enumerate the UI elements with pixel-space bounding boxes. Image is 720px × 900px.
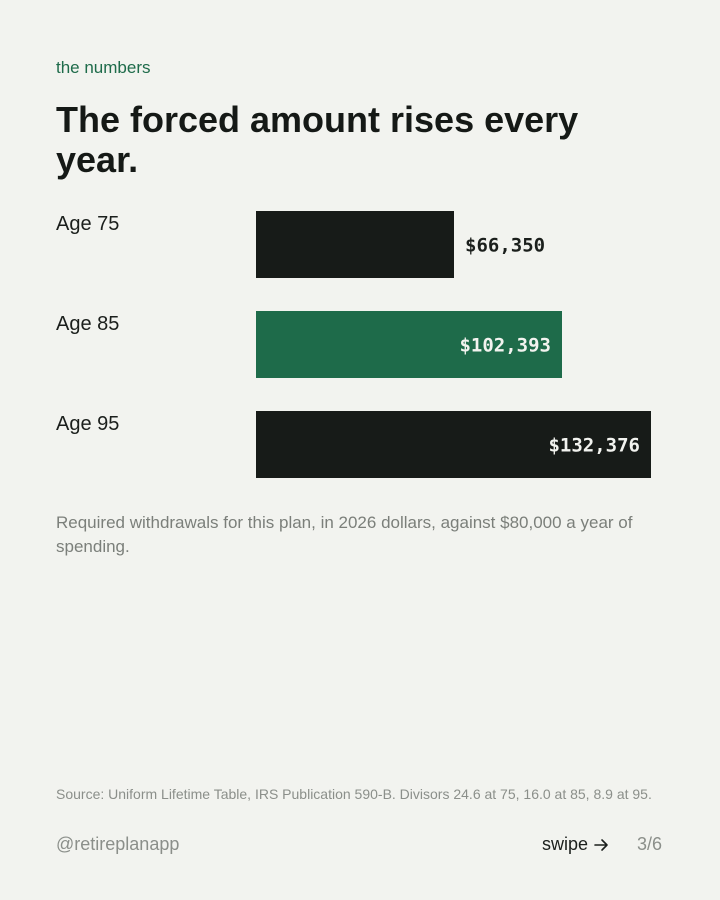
bar <box>256 411 651 478</box>
swipe-label: swipe <box>542 834 589 854</box>
bar <box>256 311 562 378</box>
footer-handle: @retireplanapp <box>56 834 180 854</box>
arrow-right-icon <box>594 838 608 851</box>
bar-category-label: Age 75 <box>56 213 119 235</box>
bar-value-label: $132,376 <box>548 435 640 457</box>
chart-note: Required withdrawals for this plan, in 2… <box>56 513 633 556</box>
bar-category-label: Age 95 <box>56 413 119 435</box>
bar-category-label: Age 85 <box>56 313 119 335</box>
bar-value-label: $102,393 <box>459 335 551 357</box>
source-note: Source: Uniform Lifetime Table, IRS Publ… <box>56 786 652 802</box>
page-indicator: 3/6 <box>637 834 663 854</box>
bar-value-label: $66,350 <box>465 235 545 257</box>
swipe-button[interactable]: swipe <box>542 834 609 855</box>
bar <box>256 211 454 278</box>
withdrawal-bar-chart: Age 75 $66,350 Age 85 $102,393 Age 95 $132,37… <box>56 211 651 478</box>
page-title: The forced amount rises every year. <box>56 99 579 180</box>
eyebrow-label: the numbers <box>56 58 151 77</box>
